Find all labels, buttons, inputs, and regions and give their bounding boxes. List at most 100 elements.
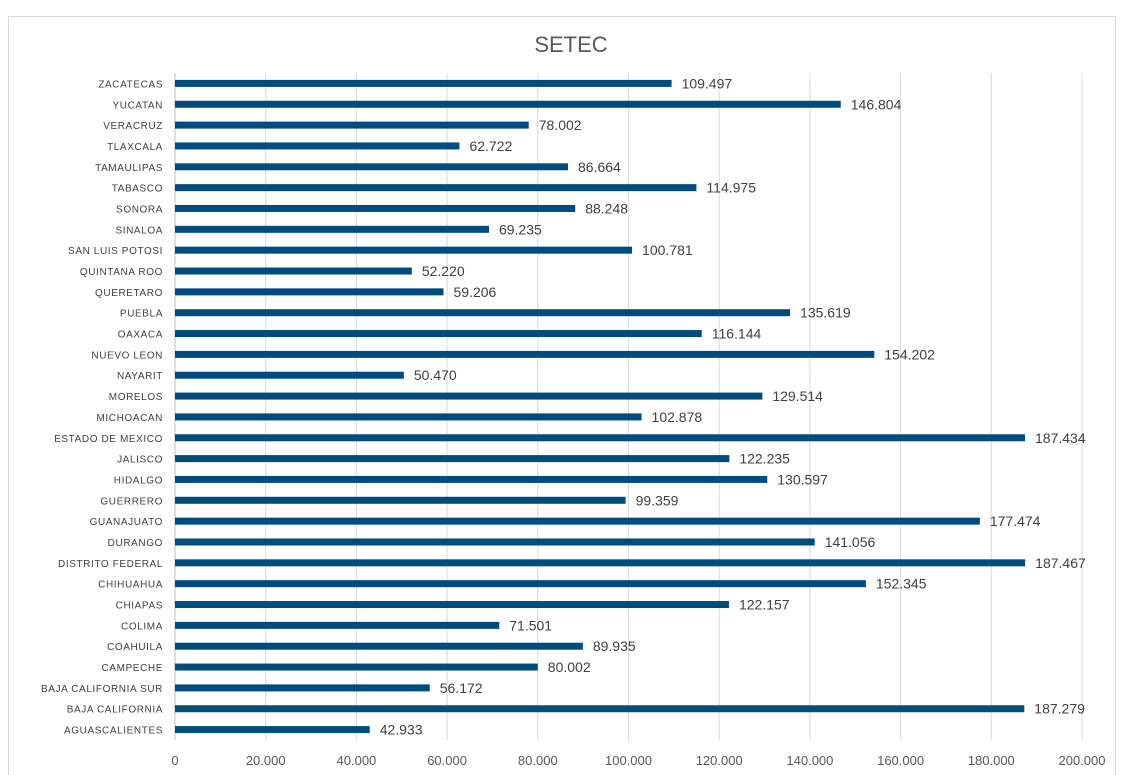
category-label: CHIAPAS <box>116 601 163 612</box>
data-label: 129.514 <box>772 388 823 404</box>
x-tick-label: 160.000 <box>877 753 924 768</box>
category-label: HIDALGO <box>114 475 163 486</box>
bar <box>175 475 768 483</box>
data-label: 89.935 <box>593 638 636 654</box>
category-label: QUINTANA ROO <box>80 267 163 278</box>
data-label: 56.172 <box>440 680 483 696</box>
data-label: 152.345 <box>876 576 927 592</box>
data-label: 154.202 <box>884 346 935 362</box>
category-label: COAHUILA <box>107 642 163 653</box>
x-tick-label: 100.000 <box>605 753 652 768</box>
category-label: GUERRERO <box>100 496 163 507</box>
data-label: 52.220 <box>422 263 465 279</box>
data-label: 102.878 <box>652 409 703 425</box>
bar <box>175 309 791 317</box>
data-label: 69.235 <box>499 221 542 237</box>
data-label: 187.467 <box>1035 555 1086 571</box>
bar <box>175 225 489 233</box>
category-label: JALISCO <box>117 455 163 466</box>
bar <box>175 371 404 379</box>
bar <box>175 184 697 192</box>
x-tick-label: 60.000 <box>427 753 467 768</box>
category-label: GUANAJUATO <box>90 517 163 528</box>
bar <box>175 559 1026 567</box>
x-tick-label: 20.000 <box>246 753 286 768</box>
category-label: MORELOS <box>109 392 163 403</box>
bar <box>175 392 763 400</box>
bar <box>175 663 538 671</box>
x-tick-label: 140.000 <box>786 753 833 768</box>
bar <box>175 517 980 525</box>
category-label: QUERETARO <box>95 288 163 299</box>
category-label: TABASCO <box>112 184 163 195</box>
category-label: COLIMA <box>121 621 163 632</box>
data-label: 114.975 <box>706 180 756 196</box>
category-label: CAMPECHE <box>102 663 163 674</box>
data-label: 99.359 <box>636 492 679 508</box>
bar <box>175 621 500 629</box>
category-label: CHIHUAHUA <box>98 580 163 591</box>
data-label: 187.279 <box>1034 701 1085 717</box>
x-tick-label: 40.000 <box>337 753 377 768</box>
bar <box>175 601 729 609</box>
bar <box>175 496 626 504</box>
category-label: TAMAULIPAS <box>95 163 163 174</box>
data-label: 50.470 <box>414 367 457 383</box>
data-label: 135.619 <box>800 305 851 321</box>
category-label: ESTADO DE MEXICO <box>54 434 163 445</box>
bar <box>175 163 569 171</box>
data-label: 86.664 <box>578 159 621 175</box>
x-tick-label: 0 <box>171 753 178 768</box>
bar <box>175 246 633 254</box>
data-label: 116.144 <box>712 326 762 342</box>
category-label: DURANGO <box>108 538 163 549</box>
data-label: 59.206 <box>453 284 496 300</box>
data-label: 109.497 <box>682 75 733 91</box>
bar <box>175 204 576 212</box>
bar <box>175 684 430 692</box>
bar <box>175 580 866 588</box>
data-label: 62.722 <box>469 138 512 154</box>
category-label: MICHOACAN <box>96 413 163 424</box>
bar <box>175 121 529 129</box>
x-tick-label: 80.000 <box>518 753 558 768</box>
chart-title: SETEC <box>534 32 608 57</box>
data-label: 146.804 <box>851 96 902 112</box>
bar <box>175 705 1025 713</box>
bar <box>175 726 370 734</box>
category-label: DISTRITO FEDERAL <box>58 559 163 570</box>
category-label: PUEBLA <box>120 309 163 320</box>
bar <box>175 538 815 546</box>
bar <box>175 79 672 87</box>
category-label: YUCATAN <box>113 100 164 111</box>
category-label: OAXACA <box>118 330 163 341</box>
x-tick-label: 120.000 <box>696 753 743 768</box>
category-label: NUEVO LEON <box>91 350 163 361</box>
data-label: 122.235 <box>739 451 790 467</box>
bar <box>175 350 875 358</box>
category-label: TLAXCALA <box>107 142 163 153</box>
bar <box>175 330 702 338</box>
x-tick-label: 180.000 <box>968 753 1015 768</box>
data-label: 187.434 <box>1035 430 1086 446</box>
data-label: 141.056 <box>825 534 876 550</box>
bar <box>175 267 412 275</box>
data-label: 88.248 <box>585 200 628 216</box>
bar <box>175 288 444 296</box>
data-label: 78.002 <box>539 117 582 133</box>
data-label: 42.933 <box>380 722 423 738</box>
category-label: ZACATECAS <box>98 79 163 90</box>
category-label: BAJA CALIFORNIA <box>67 705 163 716</box>
data-label: 100.781 <box>642 242 693 258</box>
category-label: SONORA <box>116 204 163 215</box>
category-label: SAN LUIS POTOSI <box>68 246 163 257</box>
data-label: 80.002 <box>548 659 591 675</box>
category-label: NAYARIT <box>117 371 163 382</box>
category-label: SINALOA <box>115 225 163 236</box>
x-tick-label: 200.000 <box>1059 753 1106 768</box>
bar <box>175 413 642 421</box>
bar <box>175 434 1026 442</box>
bar <box>175 100 841 108</box>
data-label: 130.597 <box>777 471 828 487</box>
